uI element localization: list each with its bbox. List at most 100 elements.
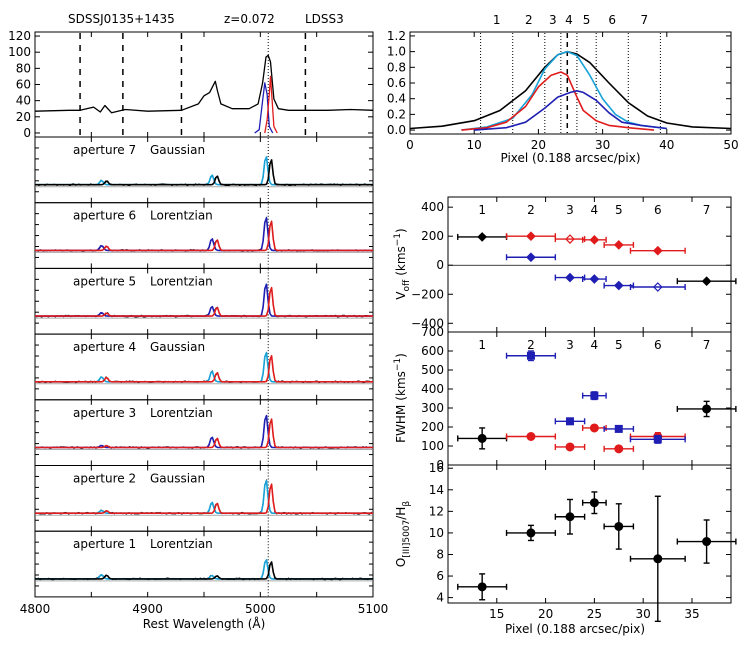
aperture-number: 2 bbox=[527, 203, 535, 217]
y-axis-label-main: O bbox=[394, 558, 408, 567]
aperture-label: aperture 1 bbox=[73, 537, 136, 551]
data-point-ratio bbox=[565, 512, 575, 522]
y-tick-label: 4 bbox=[436, 591, 444, 605]
x-tick-label: 30 bbox=[636, 607, 651, 621]
model-component-b bbox=[35, 286, 373, 317]
fwhm-panel: 0 100 200 300 400 500 600 700 1 2 3 4 5 6 7 FWHM (kms−1) bbox=[393, 325, 737, 472]
aperture-number: 1 bbox=[493, 13, 501, 27]
observed-spectrum bbox=[34, 352, 374, 384]
data-point-black bbox=[477, 232, 488, 242]
data-point-ratio bbox=[702, 537, 712, 547]
data-point-blue bbox=[653, 435, 662, 444]
y-axis-label: O[III]5007/Hβ bbox=[394, 501, 412, 567]
aperture-number: 7 bbox=[703, 203, 711, 217]
aperture-model: Gaussian bbox=[150, 340, 205, 354]
x-tick-label: 4900 bbox=[132, 602, 163, 616]
x-tick-label: 5000 bbox=[245, 602, 276, 616]
model-component-b bbox=[35, 354, 373, 383]
x-tick-label: 50 bbox=[723, 138, 738, 152]
model-component-a bbox=[35, 156, 373, 186]
y-tick-label: 400 bbox=[421, 382, 444, 396]
data-point-blue bbox=[614, 424, 623, 433]
y-axis-label-main: V bbox=[394, 291, 408, 300]
aperture-model: Lorentzian bbox=[150, 274, 213, 288]
x-axis-label: Pixel (0.188 arcsec/pix) bbox=[505, 622, 645, 636]
observed-spectrum bbox=[34, 283, 374, 318]
aperture-number: 2 bbox=[525, 13, 533, 27]
aperture-number: 7 bbox=[703, 338, 711, 352]
model-component-a bbox=[35, 351, 373, 383]
y-axis-label-tail: /H bbox=[394, 507, 408, 520]
data-point-blue bbox=[565, 272, 575, 283]
y-axis-label-units: (kms bbox=[394, 371, 408, 401]
data-point-blue bbox=[590, 391, 599, 400]
aperture-label: aperture 7 bbox=[73, 143, 136, 157]
instrument-label: LDSS3 bbox=[305, 12, 344, 26]
spectrum-line-total bbox=[34, 54, 374, 114]
aperture-number: 6 bbox=[608, 13, 616, 27]
data-point-blue bbox=[526, 351, 535, 360]
aperture-number: 7 bbox=[641, 13, 649, 27]
data-point-red bbox=[613, 240, 624, 250]
model-component-b bbox=[35, 159, 373, 186]
x-tick-label: 0 bbox=[406, 138, 414, 152]
panel-frame bbox=[447, 331, 732, 466]
data-point-blue bbox=[565, 417, 574, 426]
data-point-red bbox=[589, 234, 600, 245]
data-point-red bbox=[565, 442, 575, 452]
spectrum-line-blue-component bbox=[254, 82, 274, 134]
model-component-b bbox=[35, 418, 373, 449]
y-axis-label: Voff (kms−1) bbox=[393, 228, 412, 299]
data-point-black bbox=[702, 404, 712, 414]
aperture-number: 1 bbox=[478, 203, 486, 217]
y-tick-label: 6 bbox=[436, 569, 444, 583]
y-tick-label: 0.0 bbox=[387, 123, 406, 137]
y-tick-label: 10 bbox=[429, 526, 444, 540]
profile-line-total bbox=[409, 50, 732, 130]
data-point-ratio bbox=[614, 521, 624, 531]
aperture-label: aperture 2 bbox=[73, 472, 136, 486]
aperture-label: aperture 3 bbox=[73, 406, 136, 420]
aperture-number: 6 bbox=[654, 338, 662, 352]
model-component-b bbox=[35, 220, 373, 252]
aperture-number: 5 bbox=[615, 338, 623, 352]
aperture-model: Lorentzian bbox=[150, 406, 213, 420]
y-tick-label: 400 bbox=[421, 200, 444, 214]
y-tick-label: 200 bbox=[421, 420, 444, 434]
y-tick-label: 500 bbox=[421, 363, 444, 377]
y-tick-label: 60 bbox=[16, 78, 31, 92]
x-tick-label: 20 bbox=[538, 607, 553, 621]
observed-spectrum bbox=[34, 559, 374, 581]
object-name: SDSSJ0135+1435 bbox=[68, 12, 175, 26]
y-axis-label-exp: −1 bbox=[393, 358, 403, 371]
y-axis-label-main: FWHM bbox=[394, 405, 408, 443]
y-tick-label: 0 bbox=[436, 458, 444, 472]
data-point-ratio bbox=[653, 554, 663, 564]
data-point-ratio bbox=[526, 528, 536, 538]
x-tick-label: 30 bbox=[595, 138, 610, 152]
model-component-a bbox=[35, 479, 373, 515]
aperture-spectra-stack: aperture 7 Gaussian aperture 6 Lorentzian ap… bbox=[20, 136, 388, 631]
aperture-number: 4 bbox=[591, 338, 599, 352]
y-tick-label: 0.6 bbox=[387, 76, 406, 90]
y-tick-label: 12 bbox=[429, 504, 444, 518]
data-point-blue bbox=[526, 252, 536, 263]
spatial-profile-panel: 0.0 0.20.4 0.6 0.81.0 1.2 0 10 20 30 40 50 Pixel (0… bbox=[387, 13, 739, 165]
profile-line-red bbox=[461, 71, 655, 131]
data-point-red bbox=[652, 245, 663, 256]
y-tick-label: 0.4 bbox=[387, 92, 406, 106]
x-tick-label: 15 bbox=[489, 607, 504, 621]
x-tick-label: 10 bbox=[467, 138, 482, 152]
aperture-label: aperture 4 bbox=[73, 340, 136, 354]
data-point-blue bbox=[652, 282, 663, 292]
data-point-red bbox=[565, 234, 575, 244]
y-tick-label: 40 bbox=[16, 94, 31, 108]
panel-frame bbox=[447, 464, 732, 604]
observed-spectrum bbox=[34, 415, 374, 449]
data-point-ratio bbox=[589, 498, 599, 508]
y-axis-label: FWHM (kms−1) bbox=[393, 353, 408, 443]
x-tick-label: 20 bbox=[531, 138, 546, 152]
y-tick-label: 0.2 bbox=[387, 107, 406, 121]
aperture-number: 3 bbox=[549, 13, 557, 27]
